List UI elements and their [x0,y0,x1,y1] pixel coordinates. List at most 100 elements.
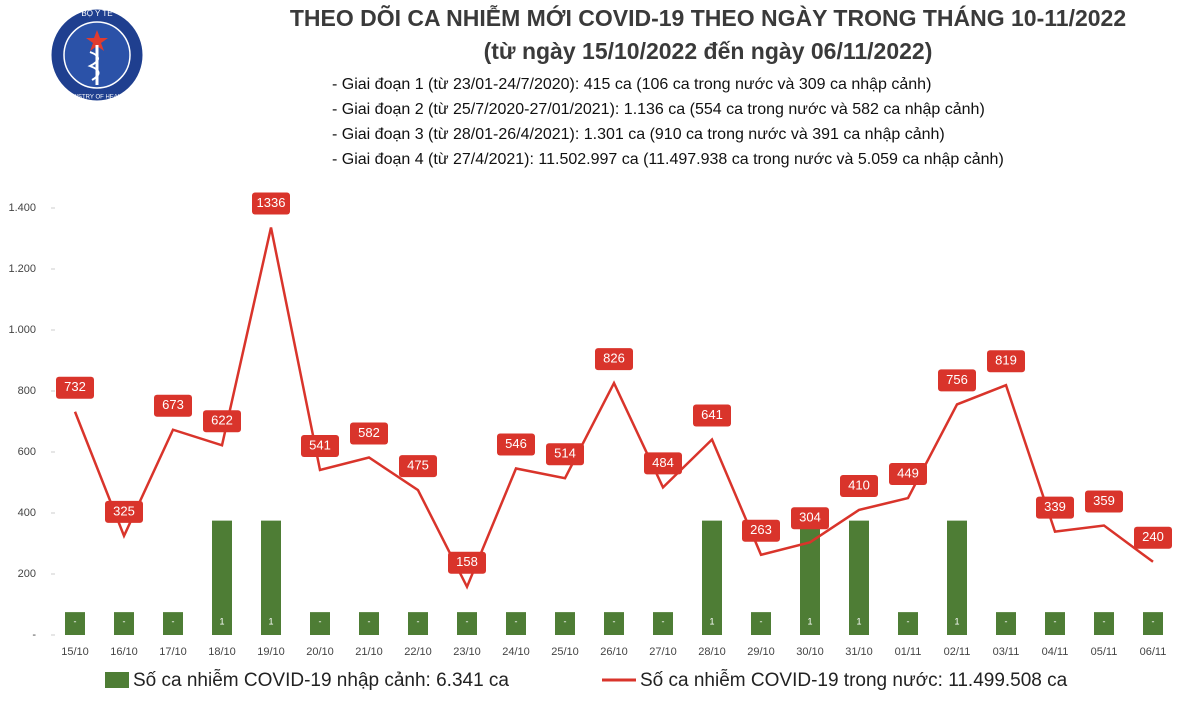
data-label: 304 [799,510,821,525]
x-tick-label: 03/11 [993,646,1020,658]
bar-label: - [74,616,77,626]
bar-label: - [368,616,371,626]
data-label-box [399,455,437,478]
bar-label: - [417,616,420,626]
x-tick-label: 22/10 [404,646,432,658]
x-tick-label: 31/10 [845,646,873,658]
bar [800,520,820,635]
data-label: 819 [995,353,1017,368]
bar-label: 1 [219,616,224,626]
data-label-box [252,192,290,215]
bar [408,612,428,635]
data-label: 359 [1093,493,1115,508]
data-label-box [595,348,633,371]
data-label: 732 [64,379,86,394]
bar-label: 1 [709,616,714,626]
data-label-box [497,433,535,456]
x-tick-label: 19/10 [257,646,285,658]
bar-label: - [1005,616,1008,626]
chart-title: THEO DÕI CA NHIỄM MỚI COVID-19 THEO NGÀY… [290,3,1126,31]
bar [212,520,232,635]
bar [261,520,281,635]
y-tick-label: 1.400 [8,202,36,214]
data-label: 546 [505,436,527,451]
legend-label: Số ca nhiễm COVID-19 nhập cảnh: 6.341 ca [133,669,509,691]
data-label-box [1085,490,1123,513]
data-label-box [693,404,731,427]
data-label-box [105,500,143,523]
bar [163,612,183,635]
bar [947,520,967,635]
data-label: 514 [554,446,576,461]
data-label-box [350,422,388,445]
x-tick-label: 26/10 [600,646,628,658]
data-label-box [154,394,192,417]
x-tick-label: 20/10 [306,646,334,658]
bar [1094,612,1114,635]
y-tick-label: 600 [18,446,36,458]
bar [1143,612,1163,635]
bar-label: - [613,616,616,626]
bar [65,612,85,635]
data-label-box [1036,496,1074,519]
bar [506,612,526,635]
bar [114,612,134,635]
y-tick-label: 1.200 [8,263,36,275]
logo-bottom: MINISTRY OF HEALTH [65,95,128,101]
x-tick-label: 23/10 [453,646,481,658]
data-label: 582 [358,425,380,440]
x-tick-label: 18/10 [208,646,236,658]
bar-label: 1 [807,616,812,626]
bar-label: - [466,616,469,626]
data-label: 622 [211,413,233,428]
x-tick-label: 16/10 [110,646,138,658]
x-tick-label: 01/11 [895,646,922,658]
bar [751,612,771,635]
bar-label: - [319,616,322,626]
x-tick-label: 25/10 [551,646,579,658]
y-tick-label: 400 [18,507,36,519]
data-label-box [203,410,241,433]
x-tick-label: 30/10 [796,646,824,658]
data-label: 641 [701,407,723,422]
x-tick-label: 02/11 [944,646,971,658]
bar [653,612,673,635]
data-label-box [546,443,584,466]
data-label: 449 [897,465,919,480]
bar-label: - [1054,616,1057,626]
annotation: - Giai đoạn 2 (từ 25/7/2020-27/01/2021):… [332,101,985,118]
x-tick-label: 04/11 [1042,646,1069,658]
data-label: 756 [946,372,968,387]
bar [996,612,1016,635]
legend-label: Số ca nhiễm COVID-19 trong nước: 11.499.… [640,669,1068,691]
x-tick-label: 29/10 [747,646,775,658]
bar [457,612,477,635]
bar [898,612,918,635]
x-tick-label: 17/10 [159,646,187,658]
bar [604,612,624,635]
legend-swatch [105,672,129,688]
bar-label: - [172,616,175,626]
bar-label: - [515,616,518,626]
data-label-box [644,452,682,475]
bar-label: - [1103,616,1106,626]
logo-top: BỘ Y TẾ [81,8,112,18]
bar-label: - [1152,616,1155,626]
logo: BỘ Y TẾ MINISTRY OF HEALTH [48,6,146,104]
bar-label: - [662,616,665,626]
annotation: - Giai đoạn 3 (từ 28/01-26/4/2021): 1.30… [332,126,945,143]
x-tick-label: 28/10 [698,646,726,658]
logo-star [86,30,108,51]
data-label-box [889,463,927,486]
data-label-box [301,434,339,457]
data-label: 158 [456,554,478,569]
bar-label: 1 [954,616,959,626]
data-label: 240 [1142,529,1164,544]
bar-label: - [564,616,567,626]
x-tick-label: 27/10 [649,646,677,658]
bar [702,520,722,635]
data-label: 1336 [257,195,286,210]
bar-label: 1 [268,616,273,626]
data-label: 541 [309,437,331,452]
